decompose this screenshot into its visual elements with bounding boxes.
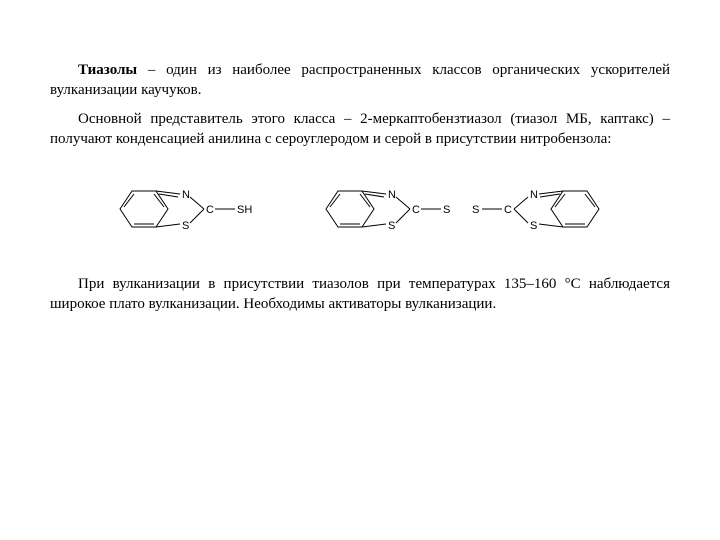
atom-n-r: N — [530, 189, 538, 201]
paragraph-2: Основной представитель этого класса – 2-… — [50, 109, 670, 150]
chemical-structures-row: N S C SH — [110, 179, 630, 244]
para1-lead: Тиазолы — [78, 62, 137, 78]
atom-s: S — [182, 220, 189, 232]
atom-s-bridge-l: S — [443, 204, 450, 216]
atom-c: C — [206, 204, 214, 216]
atom-s-ring-r: S — [530, 220, 537, 232]
atom-c-r: C — [504, 204, 512, 216]
atom-n-l: N — [388, 189, 396, 201]
page: Тиазолы – один из наиболее распространен… — [0, 0, 720, 353]
atom-c-l: C — [412, 204, 420, 216]
paragraph-3: При вулканизации в присутствии тиазолов … — [50, 274, 670, 315]
structure-mbts: N S C S S C N S — [320, 179, 630, 244]
structure-mbt-svg: N S C SH — [110, 179, 260, 239]
atom-sh: SH — [237, 204, 252, 216]
para1-rest: – один из наиболее распространенных клас… — [50, 62, 670, 98]
structure-mbt: N S C SH — [110, 179, 260, 244]
atom-s-ring-l: S — [388, 220, 395, 232]
atom-n: N — [182, 189, 190, 201]
paragraph-1: Тиазолы – один из наиболее распространен… — [50, 60, 670, 101]
structure-mbts-svg: N S C S S C N S — [320, 179, 630, 239]
atom-s-bridge-r: S — [472, 204, 479, 216]
